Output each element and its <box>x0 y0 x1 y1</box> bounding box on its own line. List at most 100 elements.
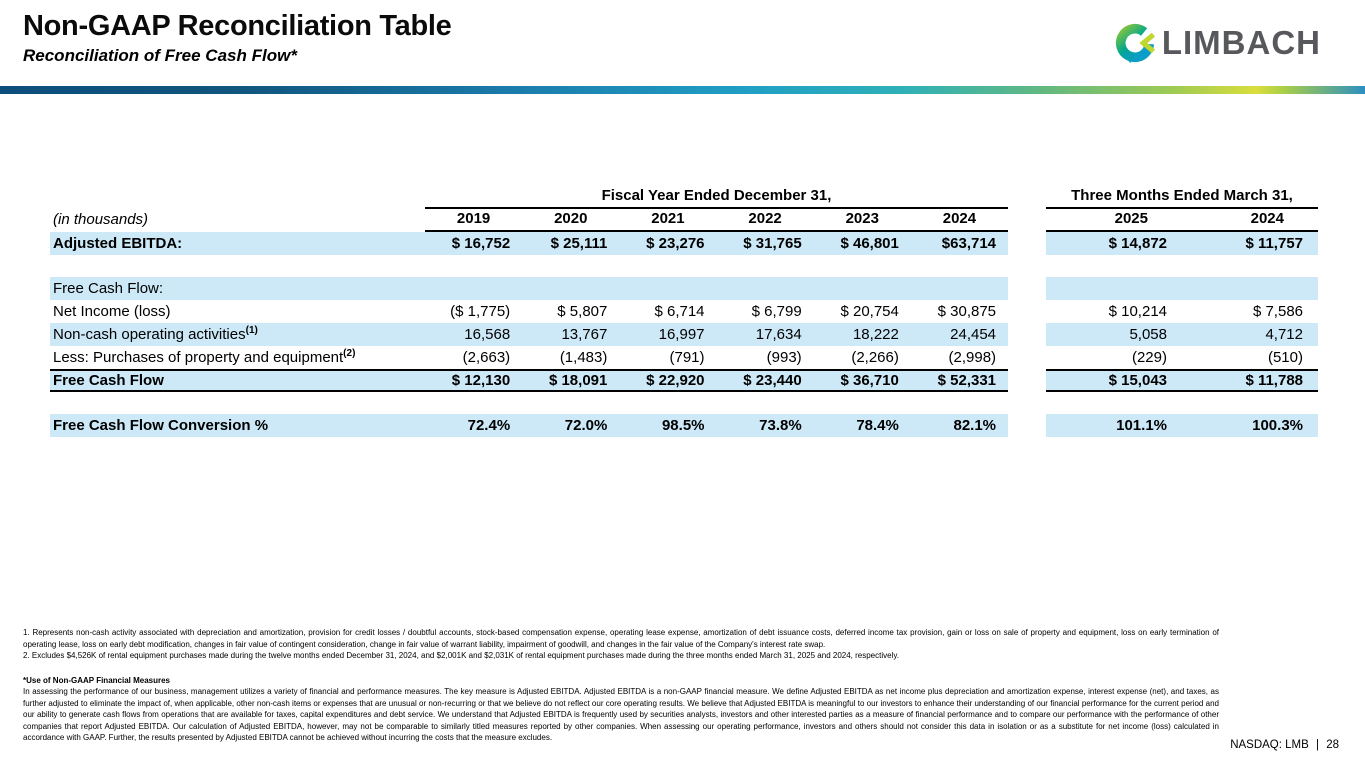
fiscal-values: $ 12,130 $ 18,091 $ 22,920 $ 23,440 $ 36,710… <box>425 371 1008 390</box>
value-cell: $ 18,091 <box>548 372 608 389</box>
row-label: Non-cash operating activities(1) <box>53 325 258 344</box>
value-cell: 5,058 <box>1129 326 1167 343</box>
row-label: Free Cash Flow Conversion % <box>53 417 269 434</box>
table-row <box>50 392 1318 414</box>
footnote-item: 1. Represents non-cash activity associat… <box>23 628 1219 649</box>
value-cell: (791) <box>669 349 705 366</box>
fiscal-values: $ 16,752 $ 25,111 $ 23,276 $ 31,765 $ 46,801… <box>425 232 1008 255</box>
value-cell: ($ 1,775) <box>450 303 511 320</box>
column-gap <box>1008 232 1046 255</box>
group-header-row: Fiscal Year Ended December 31, Three Mon… <box>50 185 1318 209</box>
row-label: Free Cash Flow: <box>53 280 164 297</box>
limbach-logo-icon <box>1112 20 1158 66</box>
limbach-logo: LIMBACH <box>1112 20 1321 66</box>
row-segment-left: Net Income (loss) ($ 1,775) $ 5,807 $ 6,714… <box>50 300 1008 323</box>
table-row: Free Cash Flow: <box>50 277 1318 300</box>
footer: NASDAQ: LMB | 28 <box>1228 739 1341 751</box>
value-cell: $ 46,801 <box>840 235 899 252</box>
quarter-years: 2025 2024 <box>1046 209 1318 232</box>
value-cell: 13,767 <box>561 326 608 343</box>
value-cell <box>425 277 522 300</box>
value-cell: 101.1% <box>1116 417 1167 434</box>
value-cell: $ 5,807 <box>557 303 608 320</box>
row-segment-left: Less: Purchases of property and equipmen… <box>50 346 1008 369</box>
value-cell: 72.4% <box>467 417 511 434</box>
year-header-row: (in thousands) 2019 2020 2021 2022 2023 2024 … <box>50 209 1318 232</box>
table-body: Adjusted EBITDA: $ 16,752 $ 25,111 $ 23,276… <box>50 232 1318 437</box>
value-cell: $ 11,788 <box>1245 372 1303 389</box>
fiscal-values: ($ 1,775) $ 5,807 $ 6,714 $ 6,799 $ 20,754 $ … <box>425 300 1008 323</box>
year-header-cell: 2022 <box>748 210 782 227</box>
title-block: Non-GAAP Reconciliation Table Reconcilia… <box>23 10 452 66</box>
row-segment-left: Free Cash Flow Conversion % 72.4% 72.0% 98.… <box>50 414 1008 437</box>
table-row: Adjusted EBITDA: $ 16,752 $ 25,111 $ 23,276… <box>50 232 1318 255</box>
table-row: Net Income (loss) ($ 1,775) $ 5,807 $ 6,714… <box>50 300 1318 323</box>
value-cell: 4,712 <box>1265 326 1303 343</box>
row-segment-right: (229) (510) <box>1046 346 1318 369</box>
value-cell: $ 16,752 <box>451 235 511 252</box>
value-cell: $ 15,043 <box>1108 372 1167 389</box>
fiscal-years: 2019 2020 2021 2022 2023 2024 <box>425 209 1008 232</box>
row-segment-left: Free Cash Flow $ 12,130 $ 18,091 $ 22,920 $ … <box>50 369 1008 392</box>
value-cell: 24,454 <box>950 326 997 343</box>
column-gap <box>1008 414 1046 437</box>
year-header-cell: 2023 <box>845 210 879 227</box>
value-cell: 78.4% <box>856 417 899 434</box>
value-cell: (2,663) <box>462 349 511 366</box>
value-cell: $ 22,920 <box>646 372 705 389</box>
table-row: Non-cash operating activities(1) 16,568 13… <box>50 323 1318 346</box>
row-segment-right <box>1046 277 1318 300</box>
unit-label: (in thousands) <box>53 211 149 228</box>
footer-page-number: 28 <box>1326 739 1339 751</box>
quarter-group-header: Three Months Ended March 31, <box>1046 185 1318 209</box>
table-row: Free Cash Flow $ 12,130 $ 18,091 $ 22,920 $ … <box>50 369 1318 392</box>
year-header-cell: 2024 <box>942 210 977 227</box>
value-cell: $ 20,754 <box>840 303 899 320</box>
value-cell: (229) <box>1131 349 1167 366</box>
footnote-item: 2. Excludes $4,526K of rental equipment … <box>23 651 899 660</box>
row-segment-right: $ 10,214 $ 7,586 <box>1046 300 1318 323</box>
value-cell <box>1046 277 1182 300</box>
footer-separator: | <box>1316 739 1319 751</box>
value-cell: $ 7,586 <box>1252 303 1303 320</box>
value-cell: 98.5% <box>661 417 705 434</box>
value-cell <box>1182 277 1318 300</box>
fiscal-values <box>425 277 1008 300</box>
row-segment-left: Non-cash operating activities(1) 16,568 13… <box>50 323 1008 346</box>
table-row: Free Cash Flow Conversion % 72.4% 72.0% 98.… <box>50 414 1318 437</box>
fiscal-values: 72.4% 72.0% 98.5% 73.8% 78.4% 82.1% <box>425 414 1008 437</box>
column-gap <box>1008 346 1046 369</box>
measures-paragraph: In assessing the performance of our busi… <box>23 687 1219 742</box>
column-gap <box>1008 277 1046 300</box>
value-cell: (993) <box>766 349 802 366</box>
table-row <box>50 255 1318 277</box>
row-segment-right: 101.1% 100.3% <box>1046 414 1318 437</box>
value-cell: $ 14,872 <box>1108 235 1167 252</box>
column-gap <box>1008 369 1046 392</box>
row-label: Adjusted EBITDA: <box>53 235 183 252</box>
value-cell: $ 6,714 <box>654 303 705 320</box>
year-header-cell: 2021 <box>651 210 685 227</box>
value-cell: $ 36,710 <box>840 372 899 389</box>
row-segment-left: Adjusted EBITDA: $ 16,752 $ 25,111 $ 23,276… <box>50 232 1008 255</box>
row-segment-right: 5,058 4,712 <box>1046 323 1318 346</box>
value-cell: $ 23,440 <box>743 372 802 389</box>
value-cell: (2,266) <box>851 349 899 366</box>
value-cell: $ 52,331 <box>937 372 997 389</box>
page-title: Non-GAAP Reconciliation Table <box>23 10 452 42</box>
value-cell <box>814 277 911 300</box>
value-cell: (2,998) <box>948 349 997 366</box>
column-gap <box>1008 323 1046 346</box>
row-label: Less: Purchases of property and equipmen… <box>53 348 356 367</box>
row-label: Free Cash Flow <box>53 372 164 389</box>
value-cell: $ 6,799 <box>751 303 802 320</box>
value-cell: 100.3% <box>1252 417 1303 434</box>
fiscal-values: 16,568 13,767 16,997 17,634 18,222 24,454 <box>425 323 1008 346</box>
column-gap <box>1008 300 1046 323</box>
value-cell <box>911 277 1008 300</box>
table-row: Less: Purchases of property and equipmen… <box>50 346 1318 369</box>
year-header-cell: 2025 <box>1114 210 1148 227</box>
fiscal-values: (2,663) (1,483) (791) (993) (2,266) (2,998) <box>425 346 1008 369</box>
value-cell: $ 23,276 <box>646 235 705 252</box>
